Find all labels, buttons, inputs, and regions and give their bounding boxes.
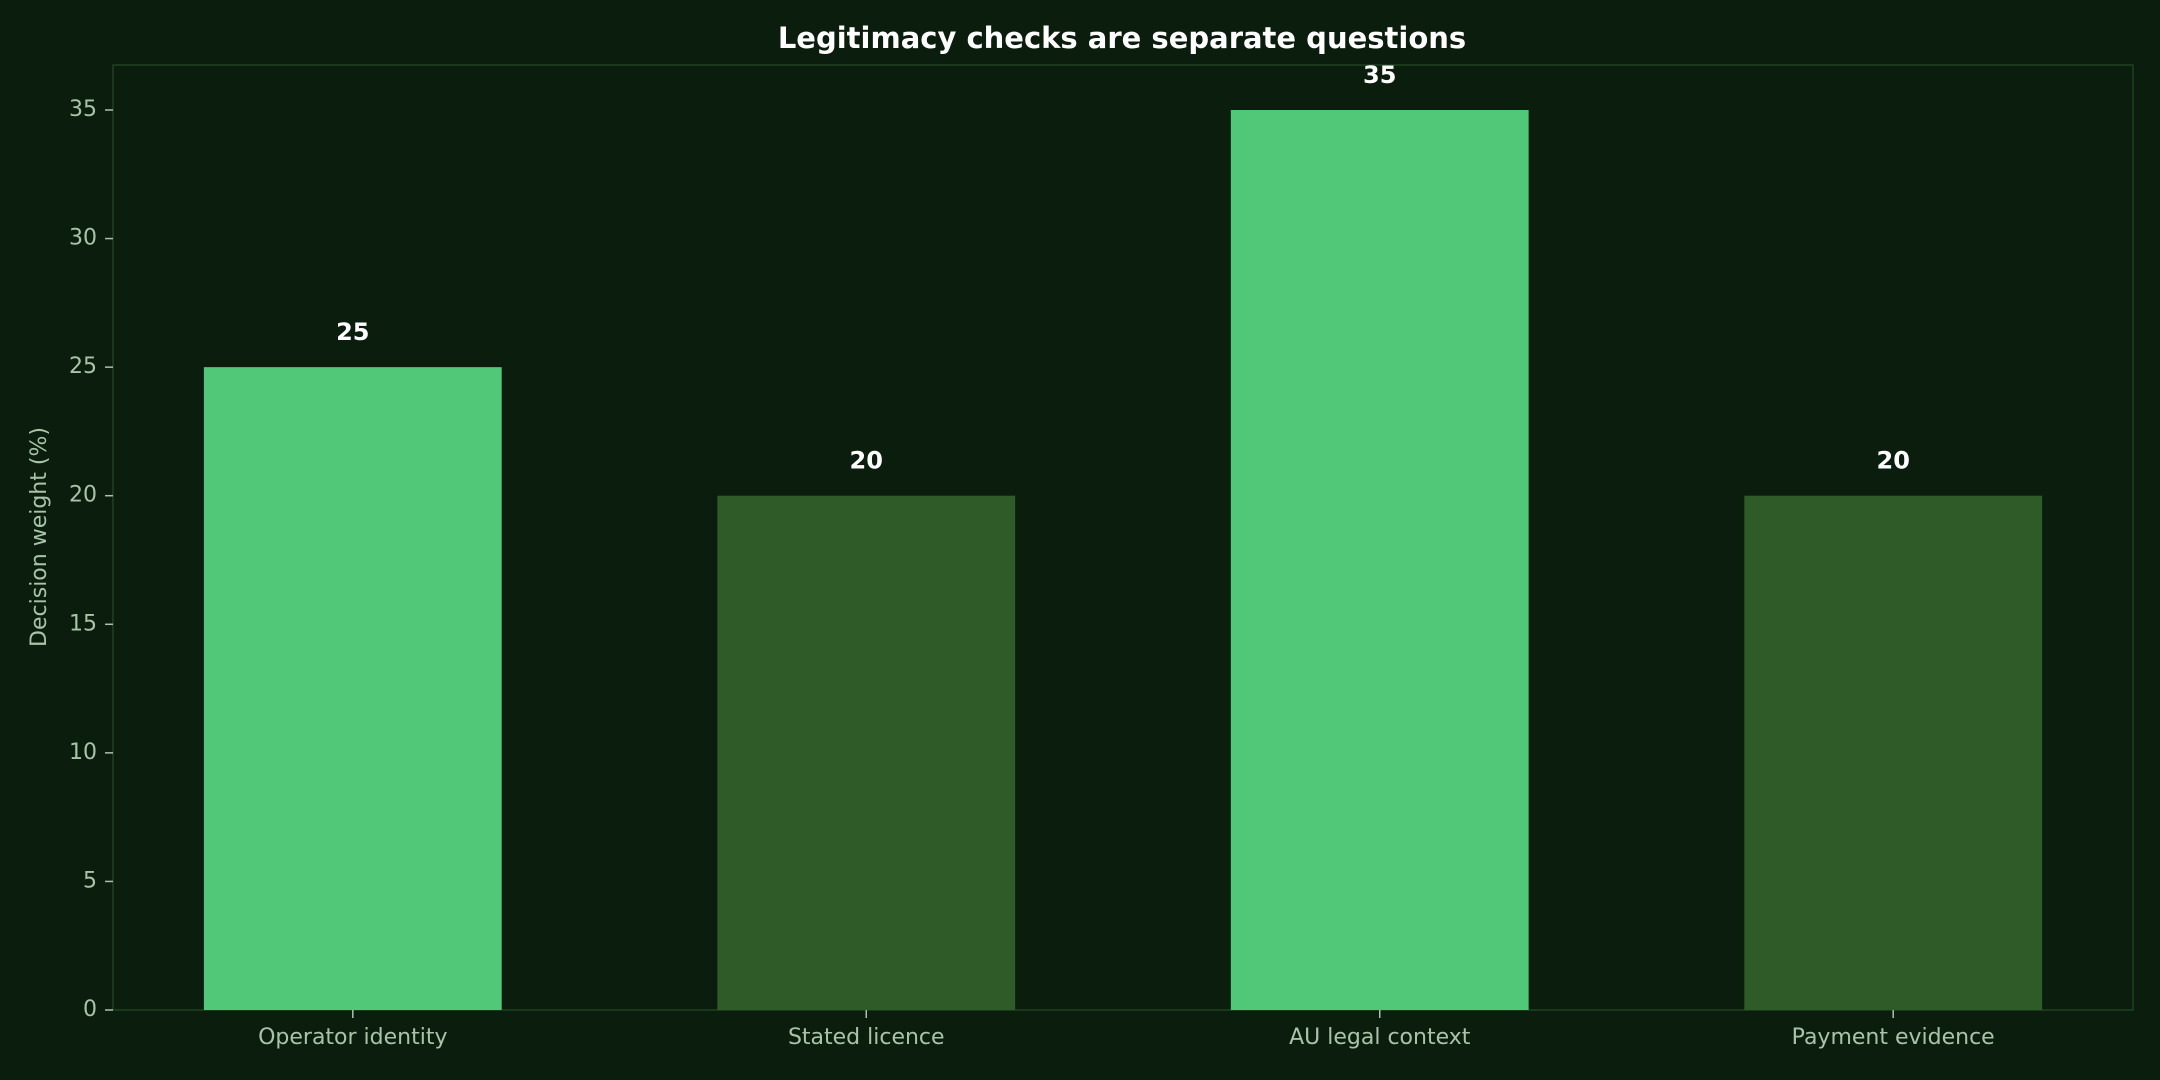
y-tick-label: 20 [69, 483, 97, 508]
y-tick-label: 35 [69, 97, 97, 122]
y-axis-label: Decision weight (%) [27, 427, 52, 647]
x-tick-label: Operator identity [258, 1025, 447, 1050]
y-tick-label: 10 [69, 740, 97, 765]
x-tick-label: Stated licence [788, 1025, 945, 1050]
value-label: 20 [1877, 447, 1910, 475]
bar [717, 495, 1016, 1010]
bar [203, 367, 502, 1011]
x-tick-label: AU legal context [1289, 1025, 1471, 1050]
value-label: 35 [1363, 61, 1396, 89]
plot-frame [112, 64, 2134, 1011]
y-tick-label: 15 [69, 611, 97, 636]
value-label: 25 [336, 318, 369, 346]
bar [1744, 495, 2043, 1010]
y-tick-label: 30 [69, 226, 97, 251]
bar [1230, 110, 1529, 1010]
value-label: 20 [850, 447, 883, 475]
y-tick-label: 0 [83, 997, 97, 1022]
x-tick-label: Payment evidence [1792, 1025, 1995, 1050]
chart-title: Legitimacy checks are separate questions [778, 21, 1466, 55]
y-tick-label: 25 [69, 354, 97, 379]
y-tick-label: 5 [83, 868, 97, 893]
